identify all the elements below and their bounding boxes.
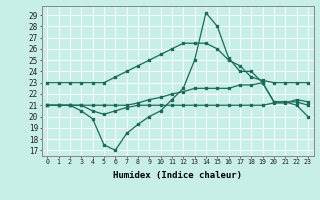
X-axis label: Humidex (Indice chaleur): Humidex (Indice chaleur) — [113, 171, 242, 180]
